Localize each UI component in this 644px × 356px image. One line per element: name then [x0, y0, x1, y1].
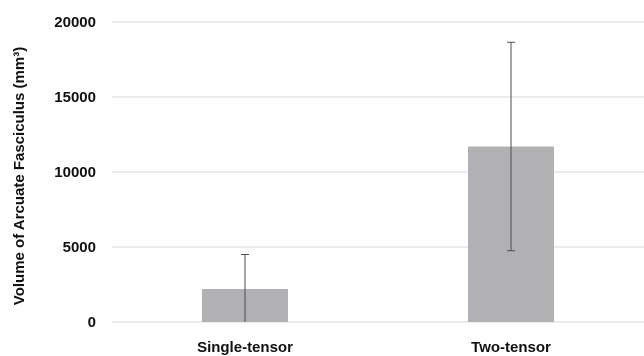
y-tick-labels: 0 5000 10000 15000 20000 [54, 14, 96, 331]
x-tick-labels: Single-tensor Two-tensor [197, 339, 551, 356]
bars [202, 146, 554, 322]
y-tick-label: 0 [88, 314, 96, 331]
y-axis-title: Volume of Arcuate Fasciculus (mm³) [11, 47, 28, 305]
gridlines [112, 21, 644, 323]
y-tick-label: 15000 [54, 89, 96, 106]
y-tick-label: 20000 [54, 14, 96, 31]
error-bars [241, 41, 515, 322]
y-tick-label: 5000 [63, 239, 96, 256]
x-tick-label-single-tensor: Single-tensor [197, 339, 293, 356]
y-tick-label: 10000 [54, 164, 96, 181]
x-tick-label-two-tensor: Two-tensor [471, 339, 551, 356]
